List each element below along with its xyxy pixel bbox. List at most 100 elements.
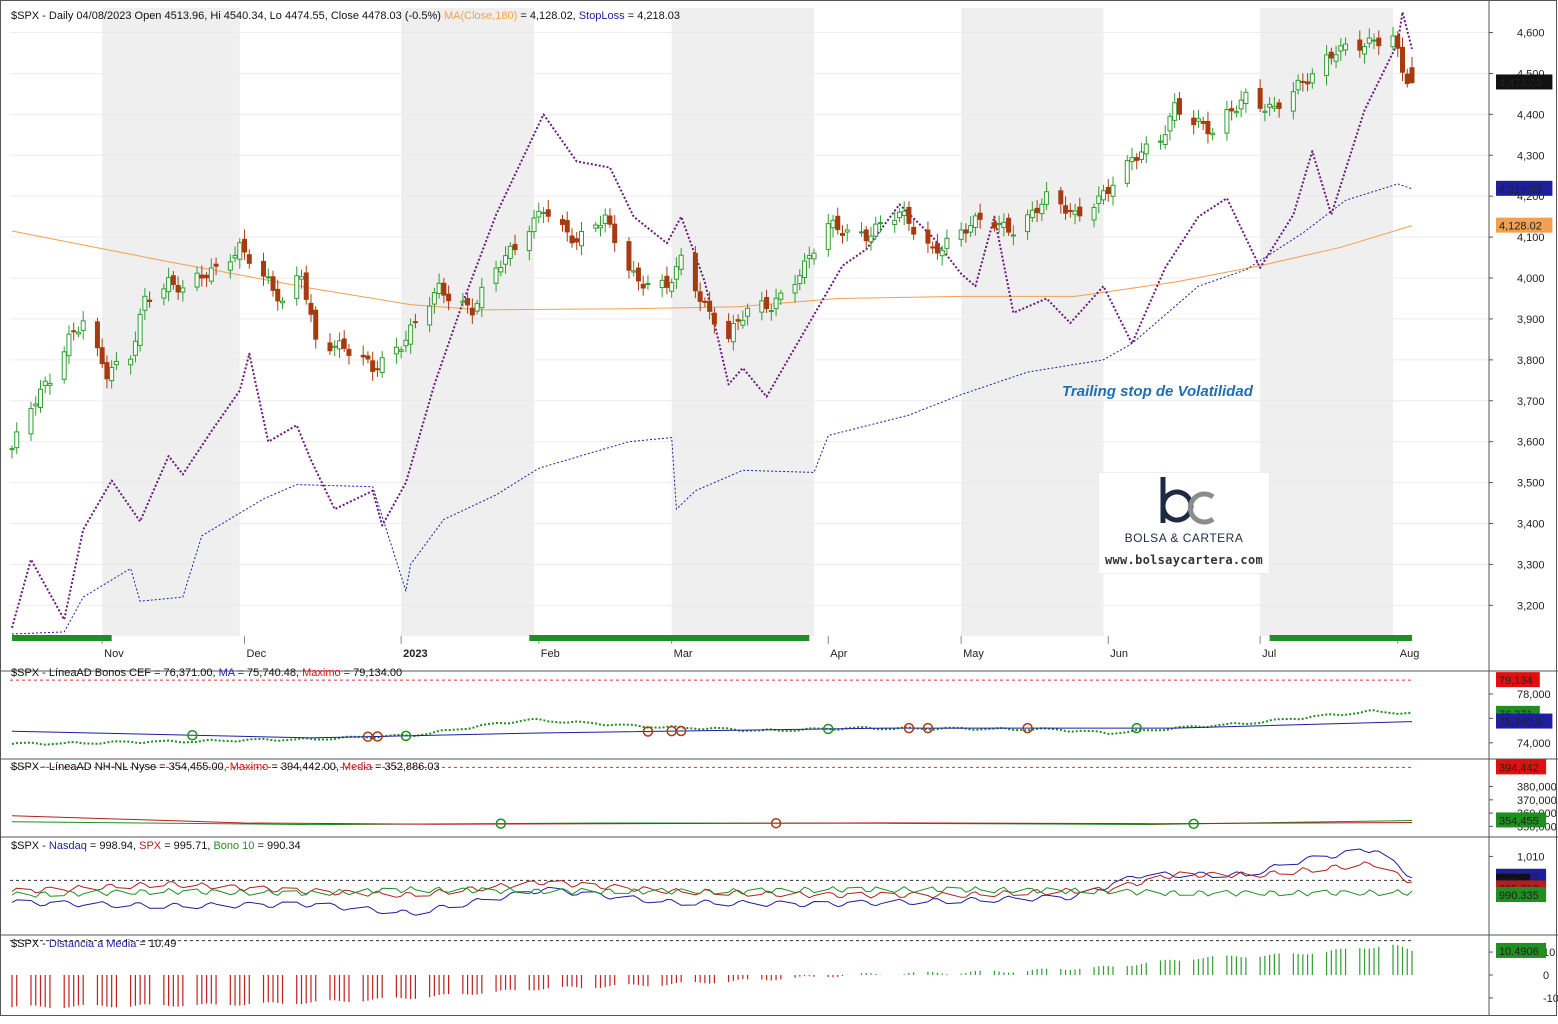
candle-up [631, 270, 637, 273]
candle-up [602, 214, 608, 225]
candle-down [412, 321, 418, 324]
shaded-month-1 [401, 8, 535, 636]
candle-up [1338, 45, 1344, 52]
cross-marker-2 [372, 731, 383, 742]
candle-up [427, 305, 433, 326]
candle-up [740, 319, 746, 326]
candle-down [1067, 209, 1073, 212]
price-tag-1-bg [1496, 180, 1553, 196]
index-header-part: Bono 10 [213, 840, 254, 852]
nhnl-cross-marker-1 [770, 817, 782, 829]
nhnl-cross-marker-2 [1188, 818, 1199, 830]
price-tag-0: 4,478.03 [1499, 77, 1542, 89]
bonos-tag-2-bg [1496, 713, 1553, 729]
candle-up [773, 297, 779, 310]
candle-up [745, 307, 751, 317]
candle-down [360, 354, 366, 358]
price-tick-label-2: 3,400 [1517, 518, 1545, 530]
candle-up [232, 254, 238, 259]
nhnl-header-part: = 352,886.03 [372, 761, 440, 773]
bonos-tag-2: 75,740.5 [1499, 717, 1542, 729]
candle-up [730, 322, 736, 343]
candle-up [161, 288, 167, 299]
cross-marker-8 [903, 722, 915, 734]
candle-up [1309, 73, 1315, 84]
price-tag-0-bg [1496, 74, 1553, 90]
candle-down [1034, 207, 1040, 214]
price-tick-label-11: 4,300 [1517, 150, 1545, 162]
candle-up [142, 295, 148, 311]
candle-down [327, 342, 333, 352]
candle-down [465, 297, 471, 306]
candle-down [1134, 157, 1140, 161]
candle-up [578, 231, 584, 247]
price-tick-label-4: 3,600 [1517, 437, 1545, 449]
candle-up [593, 224, 599, 229]
candle-up [972, 215, 978, 228]
candle-down [213, 263, 219, 267]
candle-down [1404, 73, 1410, 85]
candle-up [61, 351, 67, 380]
panel1-tick-label-0: 74,000 [1517, 738, 1551, 750]
candle-down [104, 362, 110, 380]
candle-down [1006, 217, 1012, 233]
shaded-month-4 [1260, 8, 1394, 636]
nhnl-header-part: Media [342, 761, 373, 773]
candle-up [1233, 111, 1239, 114]
candle-down [313, 309, 319, 340]
bonos-cef-header-part: = 75,740.48, [235, 667, 303, 679]
candle-down [545, 209, 551, 217]
candle-up [1072, 210, 1078, 215]
cross-marker-10 [1022, 722, 1033, 734]
bonos-cef-header: $SPX - LíneaAD Bonos CEF = 76,371.00, MA… [11, 667, 402, 679]
candle-up [531, 217, 537, 233]
candle-down [906, 206, 912, 224]
candle-down [991, 222, 997, 229]
panel1-tick-label-2: 78,000 [1517, 689, 1551, 701]
candle-down [308, 302, 314, 315]
candle-up [536, 210, 542, 218]
candle-down [370, 360, 376, 372]
candle-down [707, 300, 713, 312]
candle-down [1205, 120, 1211, 135]
candle-up [1044, 191, 1050, 205]
annotation-trailing-stop: Trailing stop de Volatilidad [1062, 383, 1254, 400]
candle-up [503, 255, 509, 265]
distance-tag-0: 10.4906 [1499, 946, 1539, 958]
candle-down [574, 238, 580, 243]
candle-up [113, 360, 119, 366]
candle-down [1077, 206, 1083, 217]
price-tick-label-5: 3,700 [1517, 396, 1545, 408]
price-tick-label-3: 3,500 [1517, 478, 1545, 490]
bonos-cef-header-part: Maximo [302, 667, 341, 679]
candle-down [735, 319, 741, 322]
nhnl-tag-0-bg [1496, 759, 1547, 775]
candle-up [227, 261, 233, 271]
index-header-part: Nasdaq [49, 840, 87, 852]
candle-down [170, 275, 176, 286]
cross-marker-11 [1131, 722, 1142, 734]
candle-up [778, 292, 784, 300]
candle-up [33, 403, 39, 407]
candle-up [194, 272, 200, 288]
shaded-month-3 [961, 8, 1104, 636]
candle-up [1267, 103, 1273, 108]
candle-down [626, 241, 632, 271]
candle-down [469, 307, 475, 316]
distance-header: $SPX - Distancia a Media = 10.49 [11, 938, 176, 950]
candle-up [673, 266, 679, 280]
candle-down [607, 215, 613, 225]
candle-down [246, 254, 252, 264]
candle-up [1143, 143, 1149, 155]
month-label-jul: Jul [1262, 648, 1276, 660]
candle-up [597, 224, 603, 229]
candle-down [692, 252, 698, 292]
candle-down [635, 267, 641, 282]
candle-up [1172, 102, 1178, 121]
candle-up [1333, 54, 1339, 62]
candle-up [14, 431, 20, 449]
candle-up [759, 300, 765, 313]
candle-up [393, 346, 399, 355]
candle-up [493, 267, 499, 284]
